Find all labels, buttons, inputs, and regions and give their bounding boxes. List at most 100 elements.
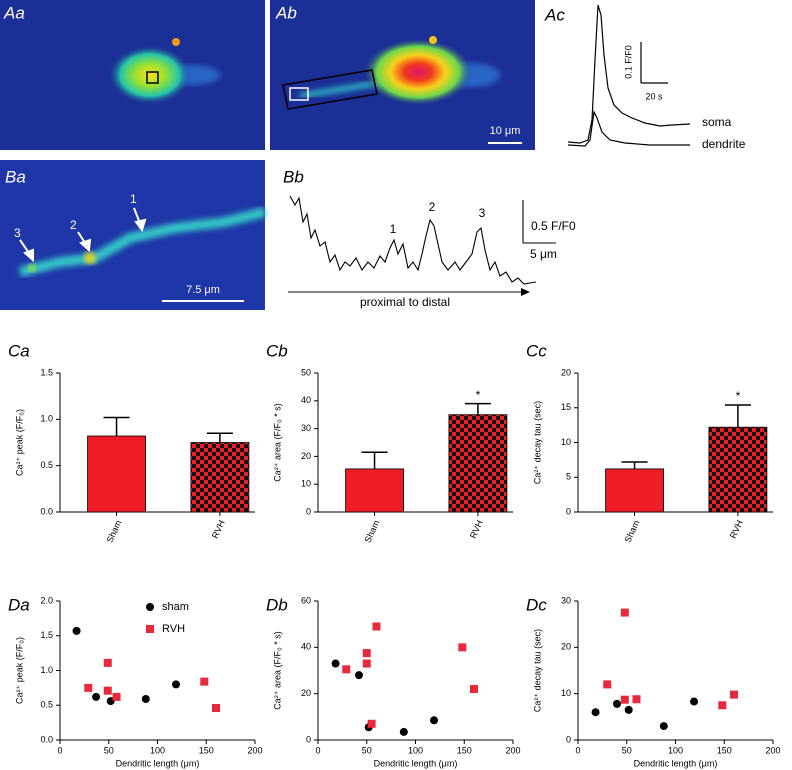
panel-label: Bb [283,167,304,186]
y-axis-label: Ca²⁺ peak (F/F₀) [14,637,24,704]
legend-label: sham [162,601,189,613]
image-aa: Aa [0,0,265,150]
marker [458,643,467,652]
x-tick-label: 150 [717,745,732,755]
y-tick-label: 0 [306,734,311,744]
y-tick-label: 0.5 [40,700,53,710]
x-tick-label: 200 [765,745,780,755]
x-tick-label: 0 [57,745,62,755]
marker [84,683,93,692]
y-tick-label: 20 [561,642,571,652]
image-ab: 10 μm Ab [270,0,535,150]
image-ba: 1 2 3 7.5 μm Ba [0,160,267,310]
x-tick-label: 100 [408,745,423,755]
marker [591,708,600,717]
y-tick-label: 0.0 [40,734,53,744]
panel-label: Da [8,595,30,614]
panel-label: Cc [526,341,547,360]
x-axis-label: Dendritic length (μm) [116,758,200,768]
marker [718,701,727,710]
x-tick-label: Sham [363,519,382,545]
marker [659,722,668,731]
legend-marker [146,625,154,633]
panel-label: Ac [544,5,565,24]
legend-marker [146,603,154,611]
marker [342,665,351,674]
marker-label: 3 [14,226,21,240]
legend-label: RVH [162,623,185,635]
panel-label: Cb [266,341,288,360]
scale-bar-label: 10 μm [490,125,521,137]
y-tick-label: 40 [301,642,311,652]
scale-label: 0.5 F/F0 [531,219,576,233]
bar [87,435,146,513]
y-axis-label: Ca²⁺ decay tau (sec) [532,629,542,712]
x-tick-label: 150 [199,745,214,755]
marker [141,694,150,703]
marker [103,658,112,667]
y-tick-label: 1.0 [40,414,53,424]
marker [399,727,408,736]
traces-ac [567,4,691,147]
y-tick-label: 0.5 [40,460,53,470]
y-tick-label: 30 [301,423,311,433]
trace-label: soma [702,115,732,129]
x-axis-label: Dendritic length (μm) [634,758,718,768]
x-tick-label: 0 [575,745,580,755]
y-tick-label: 5 [566,472,571,482]
y-tick-label: 50 [301,367,311,377]
trace-label: dendrite [702,137,746,151]
y-axis-label: Ca²⁺ decay tau (sec) [532,401,542,484]
y-tick-label: 2.0 [40,595,53,605]
bar [708,426,768,513]
marker-label: 3 [479,206,486,220]
x-tick-label: 200 [247,745,262,755]
panel-label: Ab [275,3,297,22]
marker [92,692,101,701]
scale-label: 5 μm [530,247,557,261]
panel-label: Db [266,595,288,614]
marker [632,695,641,704]
y-axis-label: Ca²⁺ peak (F/F₀) [14,409,24,476]
marker [624,705,633,714]
marker [620,695,629,704]
marker [367,719,376,728]
bar [190,442,250,513]
y-tick-label: 0 [306,506,311,516]
marker [690,697,699,706]
y-tick-label: 0 [566,734,571,744]
y-tick-label: 1.5 [40,630,53,640]
marker [72,626,81,635]
marker-label: 2 [429,200,436,214]
marker [603,680,612,689]
x-tick-label: 50 [622,745,632,755]
y-tick-label: 10 [561,688,571,698]
marker [470,685,478,694]
scale-label: 0.1 F/F0 [623,45,633,79]
panel-label: Dc [526,595,547,614]
profile-bb [288,195,556,293]
y-tick-label: 15 [561,402,571,412]
axis-arrow [521,288,530,296]
scale-label: 20 s [645,91,663,101]
marker [613,699,621,708]
y-tick-label: 0 [566,506,571,516]
y-tick-label: 10 [301,479,311,489]
y-tick-label: 1.5 [40,367,53,377]
panel-label: Ca [8,341,30,360]
significance: * [736,389,741,403]
marker [331,659,340,668]
marker [362,649,371,658]
x-axis-label: Dendritic length (μm) [374,758,458,768]
y-axis-label: Ca²⁺ area (F/F₀ * s) [272,403,282,482]
x-tick-label: RVH [210,519,227,540]
marker [430,716,439,725]
marker [212,704,220,713]
panel-label: Ba [5,167,26,186]
x-tick-label: 100 [150,745,165,755]
y-tick-label: 0.0 [40,506,53,516]
marker-label: 2 [70,218,77,232]
x-tick-label: 100 [668,745,683,755]
marker-label: 1 [390,222,397,236]
